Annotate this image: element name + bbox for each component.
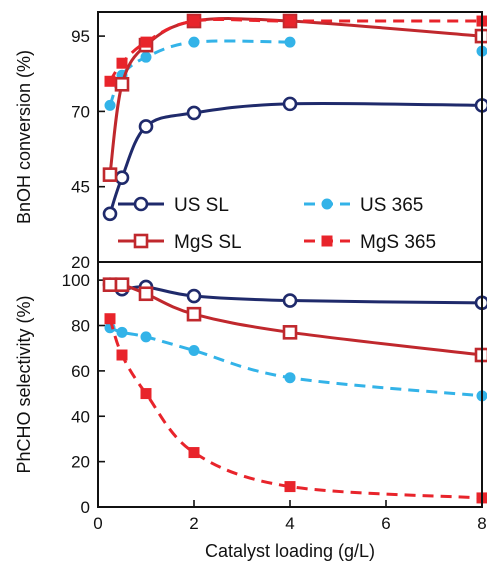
- panel-2-s1-point-4: [284, 372, 296, 384]
- legend-item-3: MgS 365: [304, 232, 436, 253]
- panel-1-s1-point-0: [104, 99, 116, 111]
- panel-1-series-us-sl: [102, 96, 487, 222]
- panel-2-s0-point-4: [282, 293, 298, 308]
- legend-item-0: US SL: [118, 195, 229, 216]
- panel-2-y-tick-label-1: 20: [71, 453, 90, 472]
- panel-2-s1-point-1: [116, 326, 128, 338]
- panel-1-s2-point-0: [102, 167, 118, 182]
- panel-1-s2-line: [108, 17, 483, 175]
- x-tick-label-2: 4: [285, 514, 294, 533]
- panel-2-y-tick-label-4: 80: [71, 317, 90, 336]
- x-tick-label-4: 8: [477, 514, 486, 533]
- panel-2-y-tick-label-0: 0: [81, 498, 90, 517]
- panel-2-s3-point-3: [188, 447, 200, 459]
- legend-swatch-marker-2: [133, 233, 149, 249]
- panel-1-series-mgs-sl: [102, 13, 487, 182]
- panel-2-s0-point-3: [186, 288, 202, 304]
- panel-1-series-us-365: [104, 36, 296, 111]
- panel-2-y-tick-label-5: 100: [62, 271, 90, 290]
- panel-1-s0-point-0: [102, 206, 118, 222]
- panel-1-s0-line: [108, 102, 483, 215]
- panel-2-s3-point-2: [140, 388, 152, 400]
- panel-2-s1-point-3: [188, 344, 200, 356]
- x-tick-label-3: 6: [381, 514, 390, 533]
- panel-1-y-tick-label-0: 20: [71, 253, 90, 272]
- legend-swatch-marker-1: [321, 198, 333, 210]
- x-tick-label-1: 2: [189, 514, 198, 533]
- panel-1-frame: [97, 11, 483, 263]
- panel-2-s2-point-2: [138, 286, 154, 302]
- panel-1-y-tick-label-1: 45: [71, 178, 90, 197]
- legend-label-0: US SL: [174, 195, 229, 216]
- x-tick-label-0: 0: [93, 514, 102, 533]
- legend-label-3: MgS 365: [360, 232, 436, 253]
- panel-2-s3-point-1: [116, 349, 128, 361]
- panel-2-s2-point-4: [282, 325, 298, 340]
- panel-1-s3-line: [108, 17, 482, 83]
- panel-2-s3-line: [108, 318, 483, 500]
- panel-1-s0-point-2: [138, 119, 154, 134]
- panel-2-s2-point-0: [102, 277, 118, 292]
- panel-1-s1-point-3: [188, 36, 200, 48]
- panel-1-s3-point-4: [284, 15, 296, 27]
- legend-label-2: MgS SL: [174, 232, 242, 253]
- panel-2: 0 20 40 60 80 100 PhCHO selectivity (%): [14, 261, 487, 517]
- panel-2-s2-line: [109, 282, 483, 357]
- panel-2-series-us-sl: [102, 277, 487, 311]
- legend-item-1: US 365: [304, 195, 423, 216]
- panel-1-s3-point-0: [104, 75, 116, 87]
- panel-2-s1-point-2: [140, 331, 152, 343]
- panel-1-s2-point-1: [114, 76, 130, 92]
- panel-1-y-tick-label-3: 95: [71, 27, 90, 46]
- panel-1-s1-point-4: [284, 36, 296, 48]
- panel-2-s3-point-0: [104, 313, 116, 325]
- panel-1-y-axis-title: BnOH conversion (%): [14, 50, 34, 224]
- panel-2-y-tick-label-2: 40: [71, 407, 90, 426]
- panel-1-s1-point-2: [140, 51, 152, 63]
- panel-1-s3-point-2: [140, 36, 152, 48]
- legend-item-2: MgS SL: [118, 232, 242, 253]
- panel-2-s2-point-1: [114, 277, 130, 292]
- panel-2-y-tick-label-3: 60: [71, 362, 90, 381]
- panel-2-s3-point-4: [284, 481, 296, 493]
- legend: US SL US 365 MgS SL MgS 365: [118, 195, 436, 253]
- legend-swatch-marker-0: [133, 196, 149, 212]
- panel-1-s0-point-3: [186, 105, 202, 121]
- legend-label-1: US 365: [360, 195, 423, 216]
- panel-1-s3-point-3: [188, 15, 200, 27]
- panel-2-y-axis-title: PhCHO selectivity (%): [14, 295, 34, 473]
- panel-2-s2-point-3: [186, 306, 202, 322]
- panel-1-s1-line: [108, 39, 291, 106]
- x-axis-title: Catalyst loading (g/L): [205, 541, 375, 561]
- panel-1-s0-point-1: [114, 170, 130, 185]
- panel-1-s3-point-1: [116, 57, 128, 69]
- legend-swatch-marker-3: [321, 235, 333, 247]
- panel-1: 20 45 70 95 BnOH conversion (%) US SL US 365 Mg…: [14, 11, 487, 272]
- panel-1-y-tick-label-2: 70: [71, 102, 90, 121]
- panel-2-s1-line: [109, 326, 483, 398]
- panel-1-s0-point-4: [282, 96, 298, 112]
